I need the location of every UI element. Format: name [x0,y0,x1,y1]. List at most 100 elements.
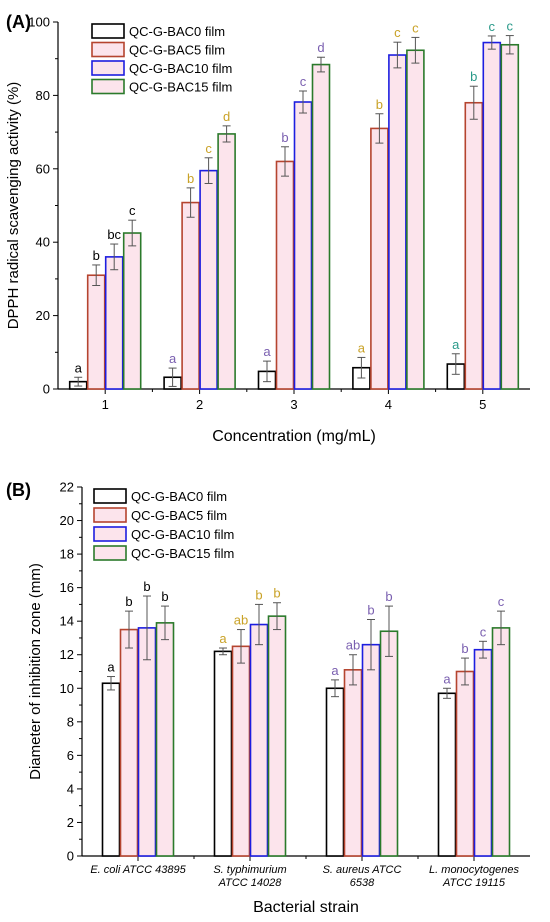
bar [275,160,295,390]
bar [267,615,287,857]
significance-letter: c [205,141,212,156]
legend-label: QC-G-BAC10 film [131,527,234,542]
y-tick-label: 16 [60,580,74,595]
significance-letter: c [129,203,136,218]
significance-letter: b [385,589,392,604]
legend-swatch [91,23,125,39]
y-tick-label: 60 [36,161,50,176]
significance-letter: a [219,631,227,646]
legend-swatch [91,78,125,95]
significance-letter: b [461,641,468,656]
legend-swatch [93,488,127,504]
significance-letter: c [480,624,487,639]
significance-letter: c [300,74,307,89]
legend-label: QC-G-BAC5 film [129,43,225,58]
bar [86,274,106,390]
bar [217,133,236,390]
y-tick-label: 12 [60,647,74,662]
bar [119,628,139,857]
legend-swatch [93,526,127,542]
legend-swatch [91,60,125,76]
x-tick-label: S. aureus ATCC [323,864,402,876]
y-tick-label: 2 [67,815,74,830]
significance-letter: b [367,603,374,618]
x-axis-title: Concentration (mg/mL) [212,428,376,445]
bar [181,201,200,390]
y-tick-label: 4 [67,781,74,796]
panel-label: (A) [6,12,31,32]
significance-letter: d [223,109,230,124]
bar [325,687,345,857]
bar [406,49,425,390]
bar [311,63,331,390]
legend-label: QC-G-BAC5 film [131,508,227,523]
y-tick-label: 80 [36,88,50,103]
significance-letter: a [107,660,115,675]
y-tick-label: 100 [28,15,50,30]
bar [199,169,218,390]
significance-letter: a [263,344,271,359]
significance-letter: bc [107,227,121,242]
bar [388,54,407,390]
y-tick-label: 20 [36,308,50,323]
bar [122,232,142,390]
x-tick-label: ATCC 19115 [442,877,506,889]
y-tick-label: 6 [67,748,74,763]
x-tick-label: 6538 [350,877,375,889]
significance-letter: a [169,351,177,366]
significance-letter: c [507,19,514,34]
significance-letter: b [93,248,100,263]
significance-letter: b [255,587,262,602]
bar [455,670,475,857]
bar [370,127,389,390]
significance-letter: ab [234,613,248,628]
significance-letter: a [443,671,451,686]
x-tick-label: 2 [196,397,203,412]
significance-letter: b [125,594,132,609]
y-tick-label: 22 [60,480,74,495]
legend-label: QC-G-BAC10 film [129,61,232,76]
bar [361,643,381,857]
significance-letter: a [75,360,83,375]
x-tick-label: S. typhimurium [213,864,286,876]
bar [231,645,251,857]
bar [213,650,233,857]
legend-label: QC-G-BAC0 film [131,489,227,504]
bar [491,627,511,857]
significance-letter: b [161,589,168,604]
significance-letter: b [470,69,477,84]
bar [101,682,121,857]
bar [464,101,484,390]
significance-letter: c [394,25,401,40]
y-tick-label: 18 [60,547,74,562]
y-tick-label: 20 [60,513,74,528]
x-tick-label: E. coli ATCC 43895 [90,864,186,876]
significance-letter: c [489,19,496,34]
significance-letter: b [187,171,194,186]
significance-letter: ab [346,638,360,653]
bar [379,630,399,857]
legend-label: QC-G-BAC0 film [129,24,225,39]
y-axis-title: DPPH radical scavenging activity (%) [5,82,22,330]
legend-swatch [93,507,127,523]
y-tick-label: 0 [43,382,50,397]
y-tick-label: 40 [36,235,50,250]
legend-swatch [93,545,127,561]
legend-swatch [91,41,125,58]
significance-letter: b [281,130,288,145]
bar [437,692,457,857]
bar [155,622,175,857]
x-tick-label: ATCC 14028 [218,877,283,889]
significance-letter: b [273,586,280,601]
significance-letter: b [143,579,150,594]
x-axis-title: Bacterial strain [253,899,359,916]
y-tick-label: 10 [60,681,74,696]
bar [473,648,493,857]
x-tick-label: 5 [479,397,486,412]
panel-label: (B) [6,480,31,500]
legend-label: QC-G-BAC15 film [129,80,232,95]
significance-letter: a [331,663,339,678]
x-tick-label: 4 [385,397,392,412]
